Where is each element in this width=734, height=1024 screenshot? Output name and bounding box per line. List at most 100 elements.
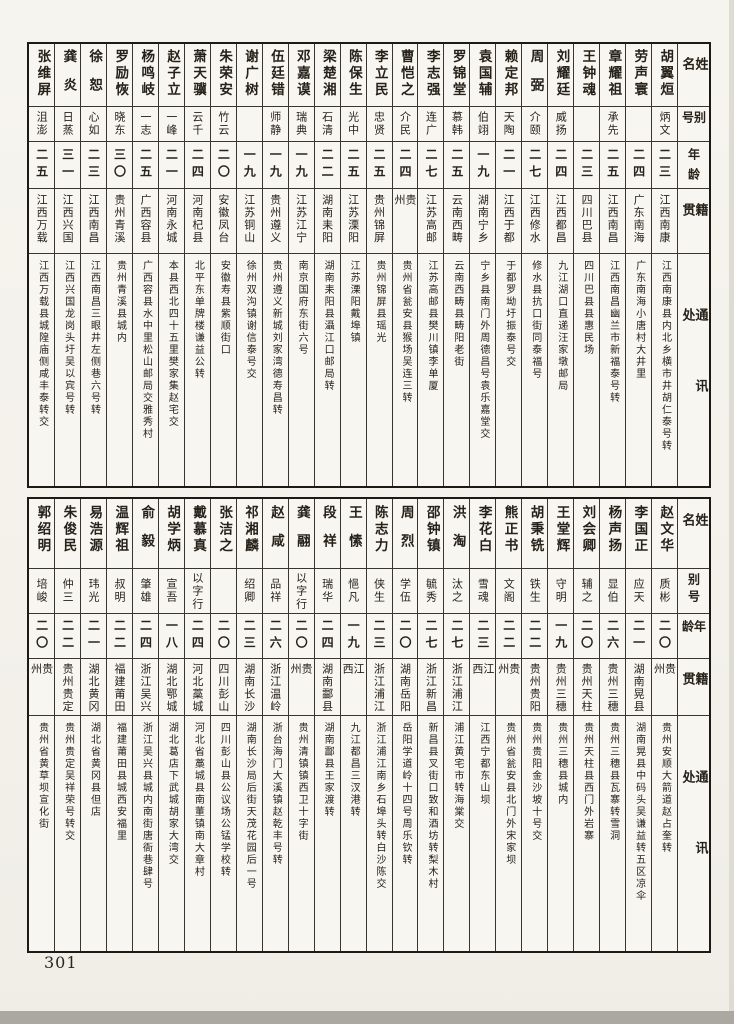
person-name: 易浩源 [86,505,103,555]
directory-table-lower: 姓名 别号 年龄 籍贯 通讯处 赵文华 质彬 二〇 贵州 贵州安顺大箭道赵占奎转… [27,497,711,953]
person-address-cell: 福建莆田县城西安福里 [107,716,132,951]
person-name-cell: 赵子立 [158,44,184,107]
person-native-place-cell: 江西于都 [496,189,522,254]
person-address-cell: 四川巴县县惠民场 [574,254,599,486]
person-address: 湖南酃县王家渡转 [322,722,334,818]
person-name-cell: 戴慕真 [184,499,210,569]
person-age: 二二 [501,619,516,653]
person-age: 二五 [138,148,153,182]
person-age-cell: 三一 [55,142,81,189]
person-address-cell: 湖南耒阳县灄江口邮局转 [315,254,340,486]
person-age-cell: 一九 [548,614,574,659]
person-name-cell: 张洁之 [210,499,236,569]
person-native-place: 江苏溧阳 [346,194,360,244]
person-native-place-cell: 江西 [340,659,366,716]
person-address: 江苏溧阳戴埠镇 [348,260,360,344]
person-column: 刘耀廷 威扬 二四 江西都昌 九江湖口直递汪家墩邮局 [547,44,574,486]
person-address-cell: 江西南康县内北乡横市井胡仁泰号转 [652,254,677,486]
person-column: 张维屏 沮澎 二五 江西万载 江西万载县城隍庙侧咸丰泰转交 [29,44,55,486]
person-age-cell: 二三 [236,614,262,659]
person-native-place: 江苏铜山 [242,194,256,244]
person-native-place-cell: 贵州贵定 [55,659,81,716]
person-native-place: 江西修水 [528,194,542,244]
person-native-place-cell: 安徽凤台 [210,189,236,254]
person-age: 二七 [423,619,438,653]
person-name: 段祥 [319,505,336,562]
person-column: 赵咸 品祥 二六 浙江温岭 浙台海门大溪镇赵乾丰号转 [261,499,288,951]
person-address: 新昌县叉街口致和酒坊转梨木村 [425,722,437,890]
person-age: 二四 [138,619,153,653]
person-name-cell: 梁楚湘 [314,44,340,107]
person-address-cell: 贵州锦屏县瑶光 [367,254,392,486]
person-alias-cell: 应天 [626,569,652,614]
person-alias-cell: 绍卿 [236,569,262,614]
person-column: 李志强 连广 二七 江苏高邮 江苏高邮县樊川镇李单厦 [417,44,444,486]
person-native-place-cell: 贵州 [392,189,418,254]
person-address: 湖南长沙局后街天茂花园后一号 [244,722,256,890]
person-age: 二一 [631,619,646,653]
person-alias: 质彬 [658,578,672,604]
person-name: 俞毅 [138,505,155,562]
person-name: 袁国辅 [475,49,492,99]
person-age: 二三 [475,619,490,653]
person-name: 郭绍明 [34,505,51,555]
person-alias-cell: 辅之 [574,569,600,614]
person-address: 湖北葛店下武城胡家大湾交 [166,722,178,866]
header-name-cell: 姓名 [678,44,709,107]
person-native-place: 江苏江宁 [294,194,308,244]
person-name: 王愫 [345,505,362,562]
person-alias-cell: 汰之 [444,569,470,614]
header-native-place-cell: 籍贯 [678,659,709,716]
person-age-cell: 三〇 [107,142,132,189]
person-native-place-cell: 湖北黄冈 [81,659,107,716]
person-name: 伍廷错 [267,49,284,99]
person-address-cell: 贵州天柱县西门外岩寨 [574,716,599,951]
person-alias-cell: 瑞典 [288,107,314,142]
person-alias-cell: 晓东 [107,107,132,142]
person-name-cell: 胡翼烜 [652,44,677,107]
person-age: 一九 [553,619,568,653]
person-alias: 石清 [320,111,334,137]
person-alias-cell: 光中 [340,107,366,142]
person-name-cell: 陈志力 [366,499,392,569]
person-name: 邵钟镇 [423,505,440,555]
person-address: 湖北省黄冈县但店 [88,722,100,818]
person-age-cell: 二二 [107,614,132,659]
person-address-cell: 九江湖口直递汪家墩邮局 [548,254,573,486]
person-alias-cell: 肇雄 [132,569,158,614]
header-native-place-cell: 籍贯 [678,189,709,254]
person-alias: 肇雄 [138,578,152,604]
person-alias: 炳文 [658,111,672,137]
person-alias: 晓东 [113,111,126,137]
person-age: 一九 [294,148,309,182]
person-age: 二五 [449,148,464,182]
person-address: 浦江黄宅市转海棠交 [451,722,463,830]
person-address: 于都罗坳圩振泰号交 [503,260,515,368]
person-alias-cell: 学伍 [392,569,418,614]
person-name: 赖定邦 [501,49,518,99]
person-address-cell: 贵州三穗县城内 [548,716,573,951]
person-alias-cell: 沮澎 [29,107,55,142]
person-name: 邓嘉谟 [293,49,310,99]
header-alias-label: 别号 [686,573,701,607]
person-address: 江西南昌三眼井左侧巷六号转 [88,260,100,416]
person-alias-cell: 雪魂 [470,569,496,614]
person-address-cell: 贵州青溪县城内 [107,254,132,486]
person-native-place: 江西都昌 [554,194,568,244]
person-alias-cell: 培峻 [29,569,55,614]
person-column: 段祥 瑞华 二四 湖南酃县 湖南酃县王家渡转 [313,499,340,951]
person-native-place-cell: 贵州贵阳 [522,659,548,716]
person-name-cell: 朱俊民 [55,499,81,569]
person-age-cell: 二〇 [29,614,55,659]
person-native-place-cell: 贵州三穗 [600,659,626,716]
person-age-cell: 二五 [340,142,366,189]
person-column: 徐恕 心如 二三 江西南昌 江西南昌三眼井左侧巷六号转 [80,44,107,486]
person-column: 李花白 雪魂 二三 江西 江西宁都东山坝 [469,499,496,951]
person-name: 李国正 [631,505,648,555]
person-native-place: 贵州天柱 [580,663,594,713]
person-alias-cell: 石清 [314,107,340,142]
header-age-label: 年龄 [680,620,707,640]
person-native-place: 湖南宁乡 [476,194,490,244]
person-age: 一九 [242,148,257,182]
person-native-place: 贵州 [29,663,54,700]
